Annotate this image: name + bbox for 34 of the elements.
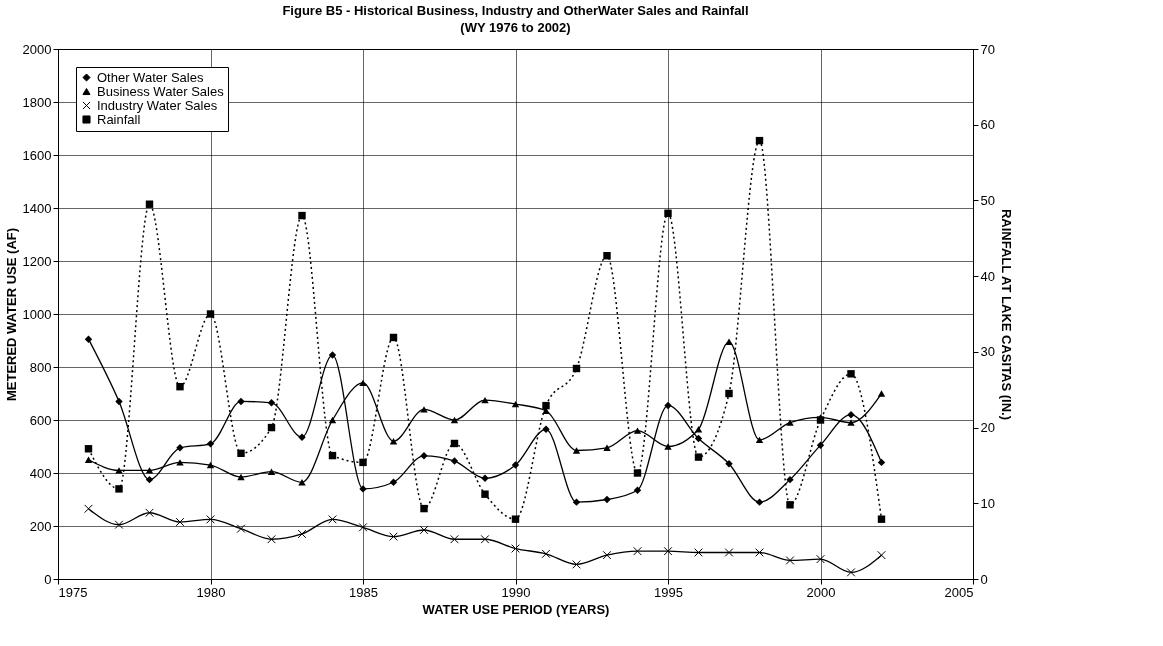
chart-subtitle: (WY 1976 to 2002) [460, 20, 571, 35]
legend-label: Other Water Sales [97, 69, 204, 85]
x-tick-label: 1990 [501, 584, 531, 600]
y-tick-label: 1200 [22, 253, 52, 269]
x-tick-label: 2005 [944, 584, 974, 600]
x-tick-label: 1985 [349, 584, 378, 600]
y-tick-label: 1400 [22, 200, 52, 216]
chart-title: Figure B5 - Historical Business, Industry and OtherWater Sales and Rainfall [282, 3, 749, 18]
y-tick-label: 400 [29, 465, 52, 481]
y2-tick-label: 20 [980, 420, 995, 436]
y2-axis-title: RAINFALL AT LAKE CASITAS (IN.) [998, 208, 1014, 421]
y2-tick-label: 0 [980, 571, 988, 587]
y2-tick-label: 50 [980, 192, 995, 208]
y-tick-label: 200 [29, 518, 52, 534]
x-axis-title: WATER USE PERIOD (YEARS) [422, 601, 610, 617]
y2-tick-label: 10 [980, 495, 995, 511]
y-tick-label: 800 [29, 359, 52, 375]
x-tick-label: 1995 [654, 584, 683, 600]
y-tick-label: 600 [29, 412, 52, 428]
y-tick-label: 1000 [22, 306, 52, 322]
legend-label: Industry Water Sales [97, 97, 218, 113]
y2-tick-label: 40 [980, 268, 995, 284]
x-tick-label: 1980 [196, 584, 226, 600]
legend-label: Business Water Sales [97, 83, 225, 99]
y-axis-title: METERED WATER USE (AF) [3, 227, 19, 402]
y2-tick-label: 60 [980, 117, 995, 133]
x-tick-label: 1975 [58, 584, 88, 600]
y-tick-label: 1600 [22, 147, 52, 163]
y2-tick-label: 70 [980, 41, 995, 57]
y-tick-label: 2000 [22, 41, 52, 57]
y2-tick-label: 30 [980, 344, 995, 360]
x-tick-label: 2000 [806, 584, 836, 600]
y-tick-label: 0 [44, 571, 52, 587]
y-tick-label: 1800 [22, 94, 52, 110]
